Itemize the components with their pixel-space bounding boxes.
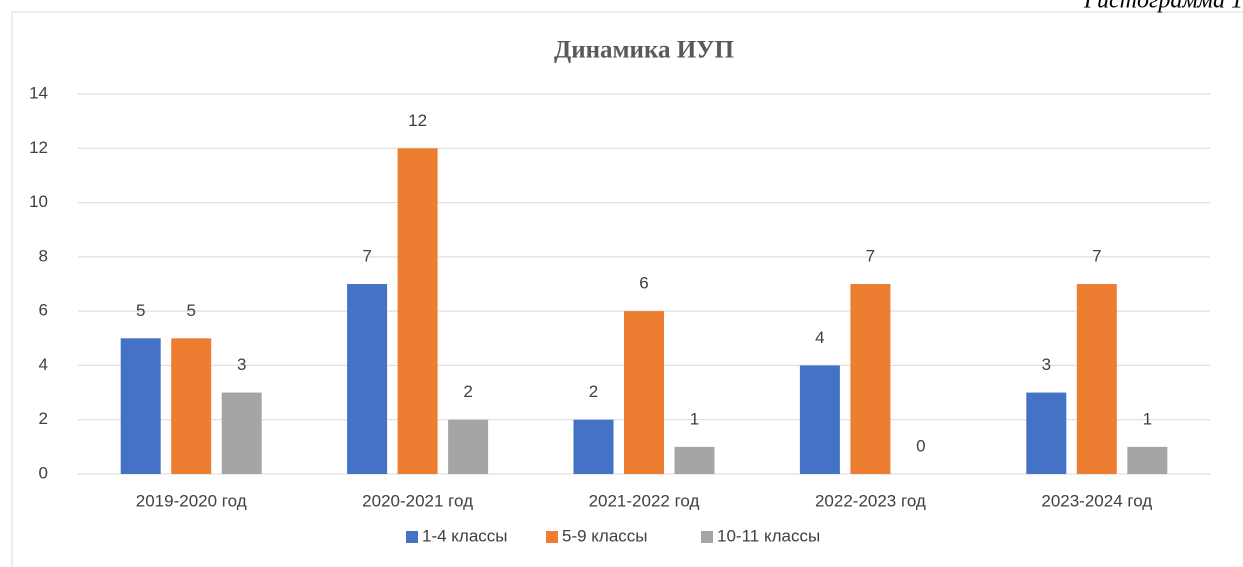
bar [799,365,840,474]
legend-label: 10-11 классы [717,526,820,545]
chart-title: Динамика ИУП [554,37,734,64]
x-tick-label: 2021-2022 год [589,491,700,510]
bar [221,392,262,474]
bar [448,419,489,474]
y-tick-label: 12 [29,138,48,157]
value-label: 0 [916,436,925,455]
bar [347,284,388,474]
y-tick-label: 2 [39,409,48,428]
x-tick-label: 2020-2021 год [362,491,473,510]
bar [397,148,438,475]
value-label: 2 [589,382,598,401]
legend-swatch [701,531,713,543]
y-tick-label: 10 [29,192,48,211]
y-tick-label: 14 [29,83,48,102]
legend-label: 1-4 классы [422,526,508,545]
value-label: 4 [815,328,824,347]
value-label: 6 [639,274,648,293]
bar [674,446,715,474]
x-tick-label: 2023-2024 год [1041,491,1152,510]
value-label: 7 [1092,246,1101,265]
y-tick-label: 0 [39,463,48,482]
y-tick-label: 8 [39,246,48,265]
y-tick-label: 4 [39,355,48,374]
value-label: 3 [237,355,246,374]
legend-swatch [406,531,418,543]
bar [1026,392,1067,474]
value-label: 1 [690,409,699,428]
annotation: Гистограмма 1 [1083,0,1243,14]
value-label: 7 [362,246,371,265]
x-tick-label: 2022-2023 год [815,491,926,510]
legend-swatch [546,531,558,543]
value-label: 2 [463,382,472,401]
bar [1076,284,1117,474]
value-label: 12 [408,111,427,130]
value-label: 5 [186,301,195,320]
chart-frame [11,11,1243,567]
legend-label: 5-9 классы [562,526,648,545]
bar [120,338,161,474]
value-label: 7 [866,246,875,265]
bar [850,284,891,474]
bar [171,338,212,474]
x-tick-label: 2019-2020 год [136,491,247,510]
value-label: 5 [136,301,145,320]
bar [624,311,664,474]
y-tick-label: 6 [39,301,48,320]
bar [573,419,614,474]
value-label: 3 [1042,355,1051,374]
bar [1127,446,1168,474]
value-label: 1 [1143,409,1152,428]
